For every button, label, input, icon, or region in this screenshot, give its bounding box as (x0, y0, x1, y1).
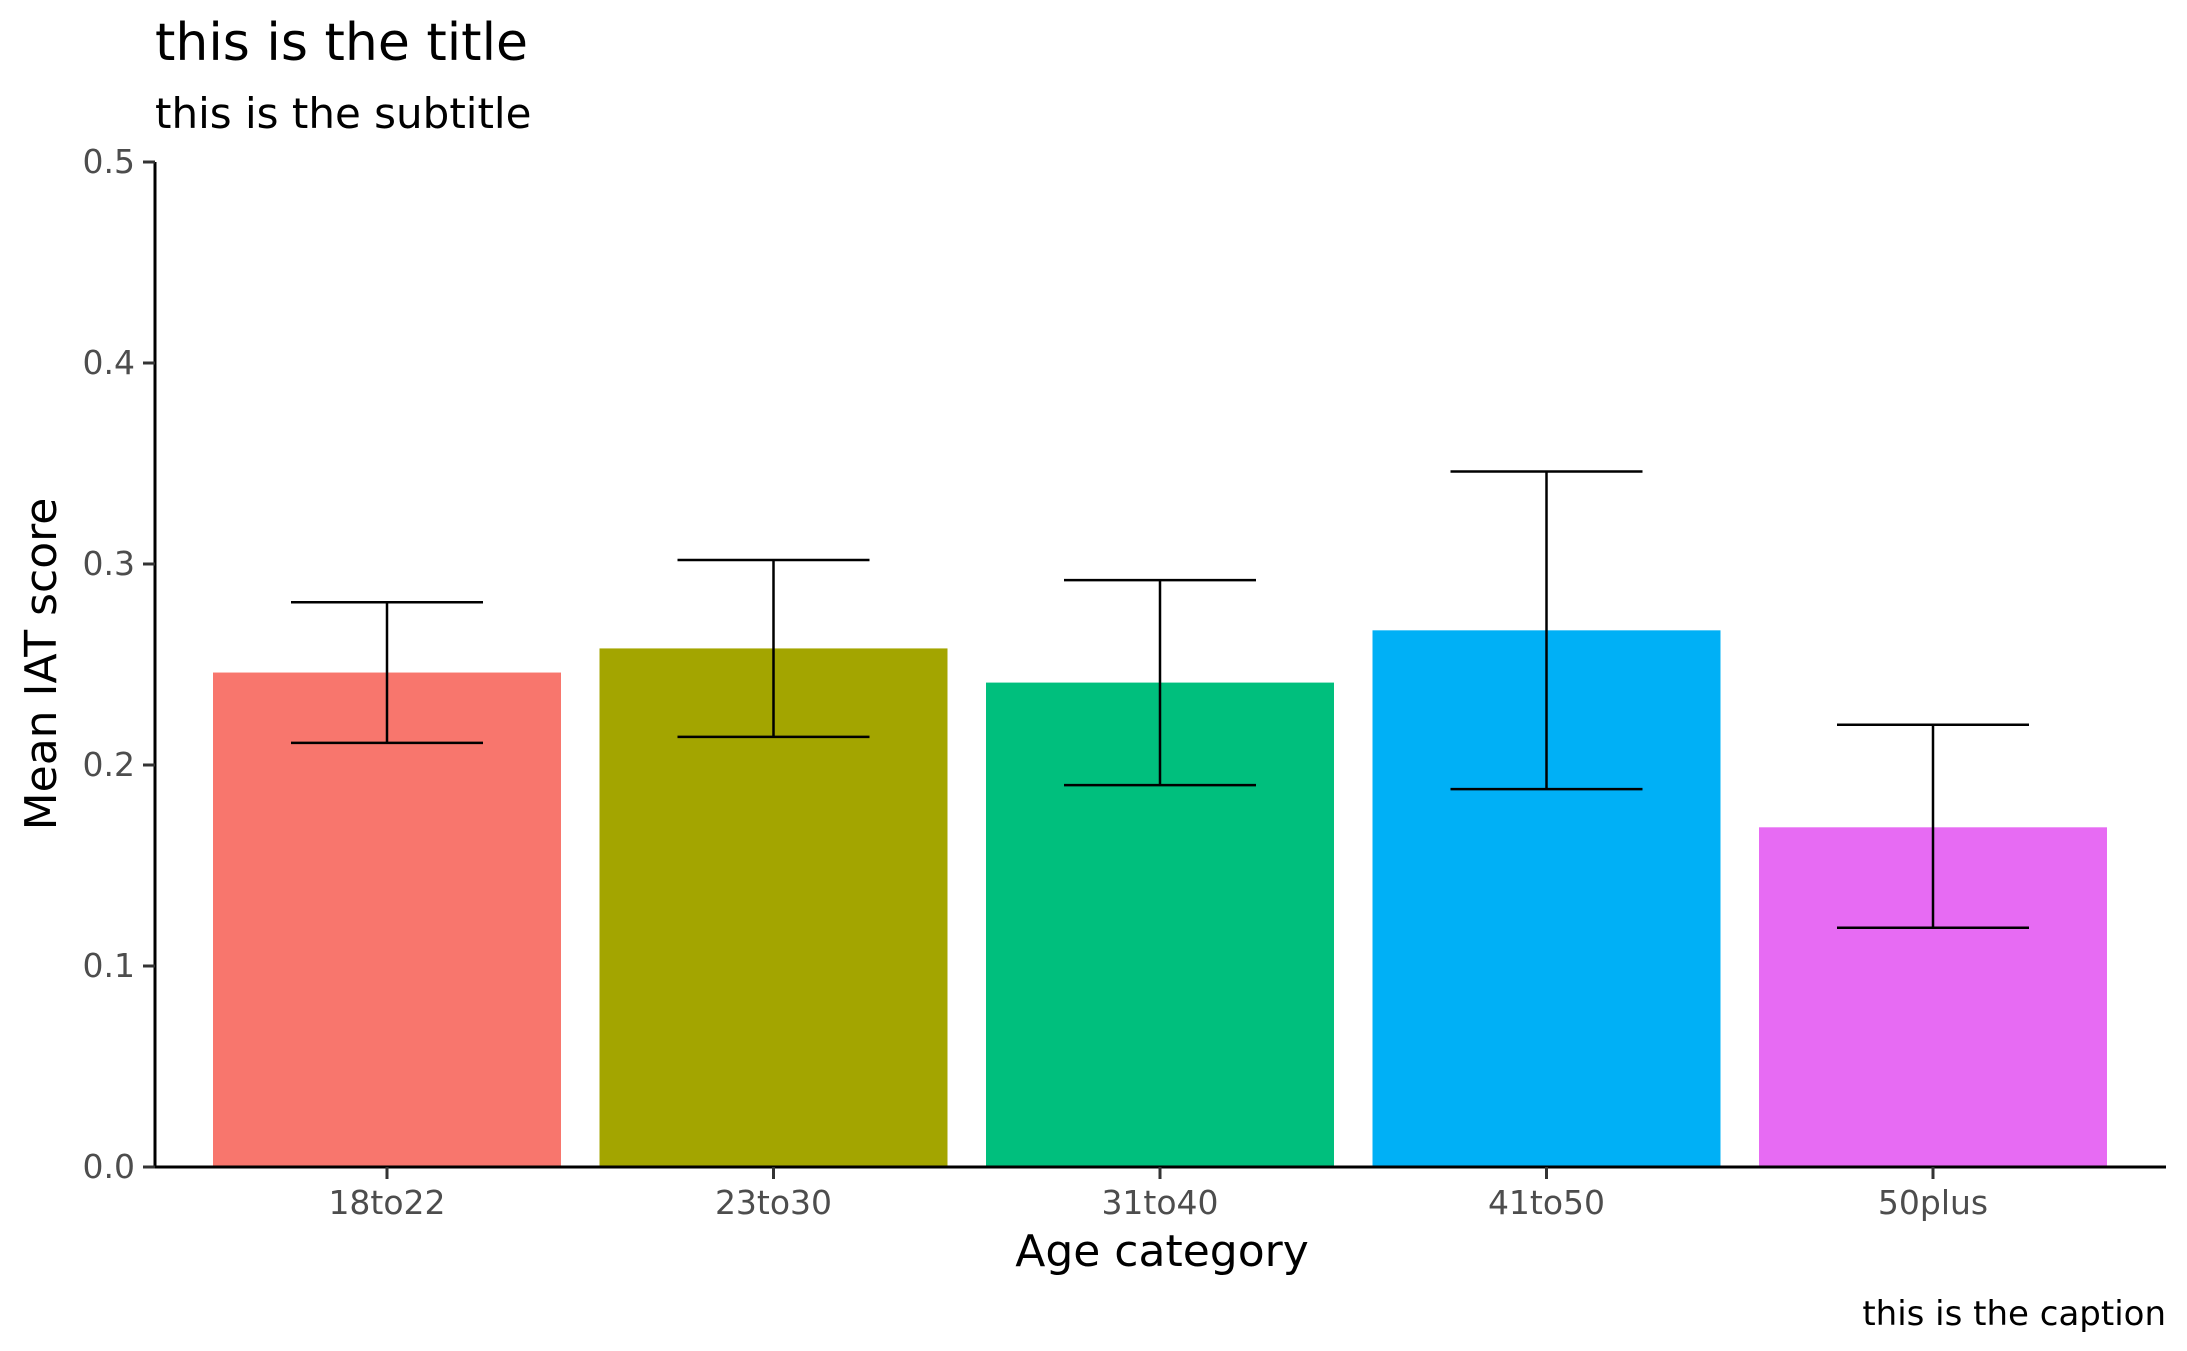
chart-title: this is the title (155, 13, 528, 73)
y-tick-label: 0.0 (83, 1147, 135, 1186)
x-tick-label: 50plus (1878, 1183, 1988, 1222)
error-bar-31to40 (1064, 578, 1256, 787)
y-tick-label: 0.5 (83, 142, 135, 181)
error-bar-18to22 (291, 600, 483, 745)
x-tick-label: 18to22 (328, 1183, 445, 1222)
x-tick-label: 23to30 (715, 1183, 832, 1222)
x-axis-title: Age category (1015, 1226, 1309, 1277)
error-bar-41to50 (1450, 470, 1643, 791)
y-tick-label: 0.4 (83, 343, 135, 382)
chart-caption: this is the caption (1862, 1294, 2166, 1334)
bar-18to22 (213, 672, 561, 1167)
chart-subtitle: this is the subtitle (155, 89, 531, 138)
y-axis-title: Mean IAT score (16, 498, 67, 831)
y-tick-label: 0.1 (83, 946, 135, 985)
y-tick-label: 0.2 (83, 745, 135, 784)
error-bar-50plus (1837, 723, 2029, 930)
error-bars-layer (291, 470, 2029, 930)
x-tick-label: 41to50 (1488, 1183, 1605, 1222)
y-tick-label: 0.3 (83, 544, 135, 583)
x-ticks: 18to22 23to30 31to40 41to50 50plus (328, 1167, 1988, 1222)
error-bar-23to30 (677, 558, 870, 739)
y-ticks: 0.0 0.1 0.2 0.3 0.4 0.5 (83, 142, 155, 1186)
x-tick-label: 31to40 (1101, 1183, 1218, 1222)
